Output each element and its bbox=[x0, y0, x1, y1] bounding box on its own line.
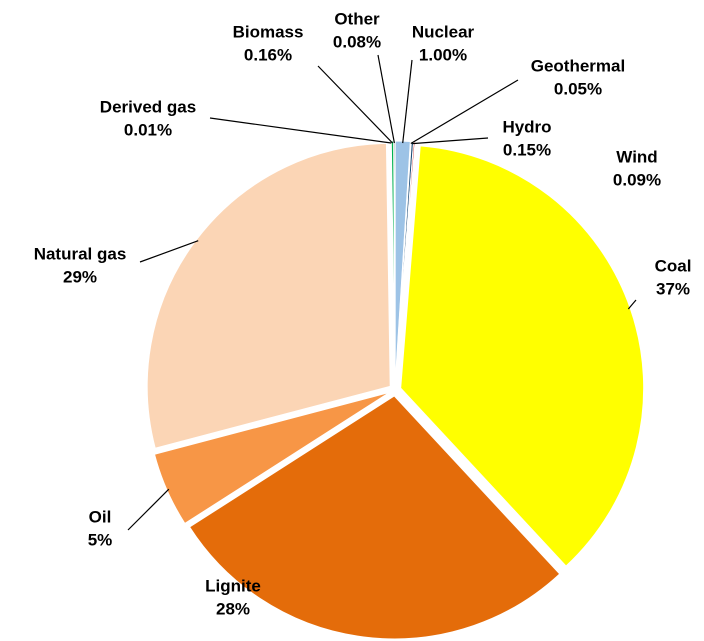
slice-label: Hydro bbox=[502, 117, 551, 136]
leader-line bbox=[402, 59, 413, 144]
slice-value-label: 5% bbox=[88, 530, 113, 549]
slice-label: Nuclear bbox=[412, 22, 475, 41]
leader-line bbox=[412, 137, 489, 145]
slice-value-label: 0.08% bbox=[333, 32, 381, 51]
slice-value-label: 0.16% bbox=[244, 45, 292, 64]
slice-value-label: 0.15% bbox=[503, 140, 551, 159]
leader-line bbox=[377, 54, 395, 144]
leader-line bbox=[317, 65, 393, 144]
leader-line bbox=[139, 240, 199, 263]
leader-line bbox=[127, 488, 170, 531]
slice-value-label: 28% bbox=[216, 599, 250, 618]
slice-label: Oil bbox=[89, 507, 112, 526]
pie-slice bbox=[153, 391, 390, 525]
pie-slice bbox=[146, 142, 391, 449]
slice-value-label: 1.00% bbox=[419, 45, 467, 64]
slice-label: Biomass bbox=[233, 22, 304, 41]
slice-label: Other bbox=[334, 9, 380, 28]
slice-label: Lignite bbox=[205, 576, 261, 595]
pie-slice bbox=[188, 395, 561, 640]
slice-label: Derived gas bbox=[100, 97, 196, 116]
leader-line bbox=[627, 299, 637, 310]
leader-line bbox=[410, 79, 519, 145]
slice-label: Natural gas bbox=[34, 244, 127, 263]
slice-label: Coal bbox=[655, 256, 692, 275]
slice-value-label: 0.09% bbox=[613, 170, 661, 189]
slice-label: Wind bbox=[616, 147, 657, 166]
slice-value-label: 0.05% bbox=[554, 79, 602, 98]
slice-value-label: 0.01% bbox=[124, 120, 172, 139]
pie-slice bbox=[400, 145, 645, 567]
slice-value-label: 29% bbox=[63, 267, 97, 286]
slice-value-label: 37% bbox=[656, 279, 690, 298]
slice-label: Geothermal bbox=[531, 56, 625, 75]
leader-line bbox=[209, 117, 392, 144]
